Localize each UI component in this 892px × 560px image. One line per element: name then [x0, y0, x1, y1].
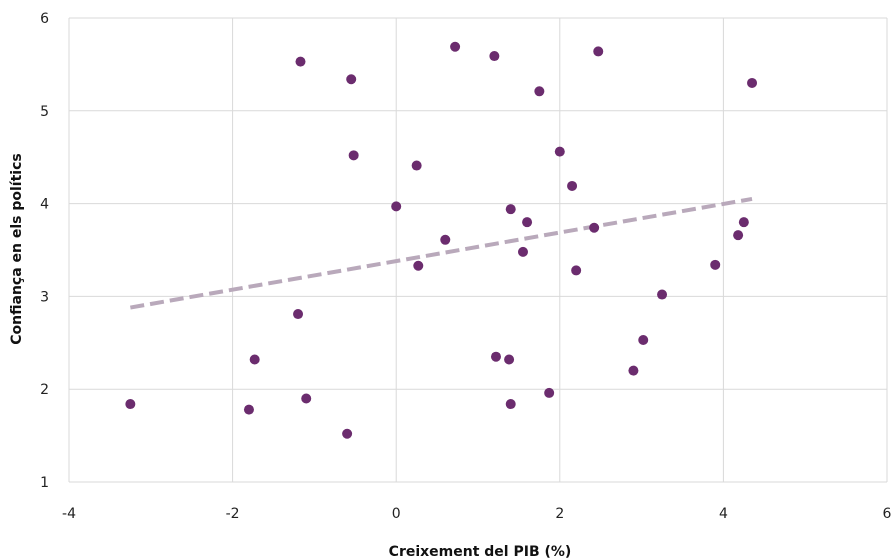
- y-tick-labels: 1 2 3 4 5 6: [40, 11, 49, 491]
- data-point-23: [554, 146, 565, 157]
- data-point-6: [342, 428, 353, 439]
- trendline-group: [130, 196, 753, 310]
- y-tick-label-1: 2: [40, 382, 49, 398]
- data-points: [125, 41, 758, 439]
- y-tick-label-4: 5: [40, 104, 49, 120]
- x-tick-label-3: 2: [555, 506, 564, 522]
- data-point-13: [450, 41, 461, 52]
- y-tick-label-5: 6: [40, 11, 49, 27]
- data-point-5: [301, 393, 312, 404]
- data-point-7: [346, 74, 357, 85]
- y-tick-label-0: 1: [40, 475, 49, 491]
- data-point-19: [517, 246, 528, 257]
- data-point-27: [593, 46, 604, 57]
- y-axis-title: Confiança en els polítics: [9, 153, 25, 344]
- x-axis-title: Creixement del PIB (%): [389, 544, 572, 560]
- data-point-10: [411, 160, 422, 171]
- x-tick-label-0: -4: [62, 506, 76, 522]
- data-point-34: [747, 77, 758, 88]
- data-point-16: [504, 354, 515, 365]
- data-point-31: [710, 259, 721, 270]
- x-tick-label-2: 0: [392, 506, 401, 522]
- grid-lines: [68, 17, 888, 483]
- data-point-33: [738, 217, 749, 228]
- data-point-14: [489, 51, 500, 62]
- trendline: [130, 196, 753, 310]
- data-point-21: [534, 86, 545, 97]
- data-point-8: [348, 150, 359, 161]
- data-point-26: [589, 222, 600, 233]
- x-tick-label-5: 6: [883, 506, 892, 522]
- data-point-2: [249, 354, 260, 365]
- data-point-22: [544, 387, 555, 398]
- data-point-12: [440, 234, 451, 245]
- data-point-15: [490, 351, 501, 362]
- data-point-0: [125, 399, 136, 410]
- data-point-17: [505, 204, 516, 215]
- data-point-25: [571, 265, 582, 276]
- data-point-11: [413, 260, 424, 271]
- data-point-28: [628, 365, 639, 376]
- data-point-32: [733, 230, 744, 241]
- data-point-20: [522, 217, 533, 228]
- data-point-1: [243, 404, 254, 415]
- data-point-24: [567, 180, 578, 191]
- data-point-9: [391, 201, 402, 212]
- data-point-18: [505, 399, 516, 410]
- data-point-30: [657, 289, 668, 300]
- x-tick-label-1: -2: [226, 506, 240, 522]
- data-point-3: [293, 309, 304, 320]
- x-tick-labels: -4 -2 0 2 4 6: [62, 506, 892, 522]
- data-point-4: [295, 56, 306, 67]
- data-point-29: [638, 335, 649, 346]
- y-tick-label-3: 4: [40, 197, 49, 213]
- x-tick-label-4: 4: [719, 506, 728, 522]
- y-tick-label-2: 3: [40, 289, 49, 305]
